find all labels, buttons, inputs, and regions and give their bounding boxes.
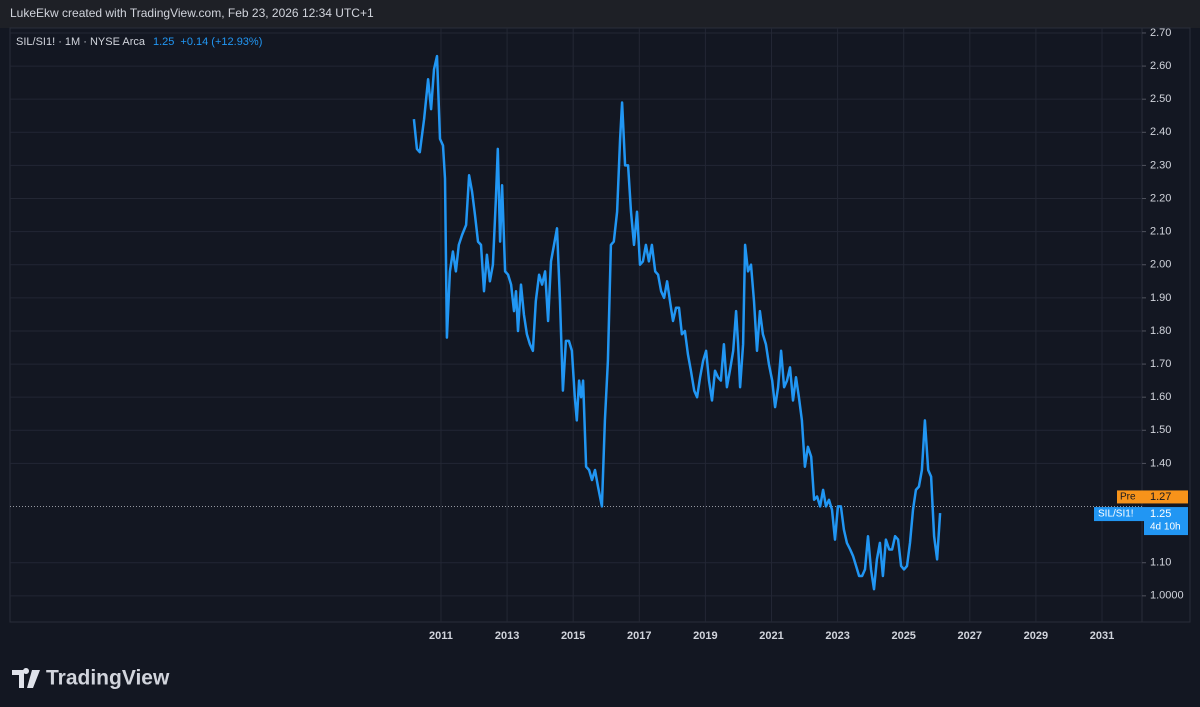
x-tick-label: 2011 (429, 630, 453, 642)
x-tick-label: 2017 (627, 630, 651, 642)
y-tick-label: 1.10 (1150, 557, 1171, 569)
plot-frame (9, 27, 1191, 623)
x-tick-label: 2029 (1024, 630, 1048, 642)
pre-value-box (1144, 490, 1188, 504)
y-tick-label: 2.70 (1150, 27, 1171, 39)
last-value-box (1144, 507, 1188, 536)
x-tick-label: 2021 (759, 630, 783, 642)
y-tick-label: 2.30 (1150, 159, 1171, 171)
y-tick-label: 1.90 (1150, 292, 1171, 304)
legend-item: SIL/SI1! · 1M · NYSE Arca (16, 36, 146, 48)
last-label-box (1094, 507, 1144, 522)
brand: TradingView (46, 667, 170, 690)
y-tick-label: 1.70 (1150, 358, 1171, 370)
legend-item: +0.14 (+12.93%) (180, 36, 262, 48)
x-tick-label: 2013 (495, 630, 519, 642)
y-tick-label: 1.60 (1150, 391, 1171, 403)
x-tick-label: 2023 (825, 630, 849, 642)
y-tick-label: 1.40 (1150, 457, 1171, 469)
countdown: 4d 10h (1150, 522, 1181, 533)
x-tick-label: 2015 (561, 630, 585, 642)
header-bar (0, 0, 1200, 28)
logo (12, 668, 40, 688)
y-tick-label: 1.0000 (1150, 590, 1184, 602)
legend: SIL/SI1! · 1M · NYSE Arca 1.25 +0.14 (+12.… (16, 36, 262, 48)
y-tick-label: 2.60 (1150, 60, 1171, 72)
y-tick-label: 2.20 (1150, 192, 1171, 204)
x-tick-label: 2031 (1090, 630, 1114, 642)
x-tick-label: 2025 (891, 630, 915, 642)
y-tick-label: 1.50 (1150, 424, 1171, 436)
x-tick-label: 2019 (693, 630, 717, 642)
legend-item: 1.25 (153, 36, 174, 48)
pre-value: 1.27 (1150, 491, 1171, 503)
credit: LukeEkw created with TradingView.com, Fe… (10, 6, 374, 20)
y-tick-label: 2.40 (1150, 126, 1171, 138)
x-tick-label: 2027 (958, 630, 982, 642)
y-tick-label: 1.80 (1150, 325, 1171, 337)
pre-label-name: Pre (1120, 492, 1136, 503)
price-line (412, 54, 942, 591)
last-label-name: SIL/SI1! (1098, 509, 1134, 520)
pre-label-box (1117, 490, 1144, 504)
y-tick-label: 2.10 (1150, 226, 1171, 238)
y-tick-label: 2.00 (1150, 259, 1171, 271)
y-tick-label: 2.50 (1150, 93, 1171, 105)
last-value: 1.25 (1150, 508, 1171, 520)
